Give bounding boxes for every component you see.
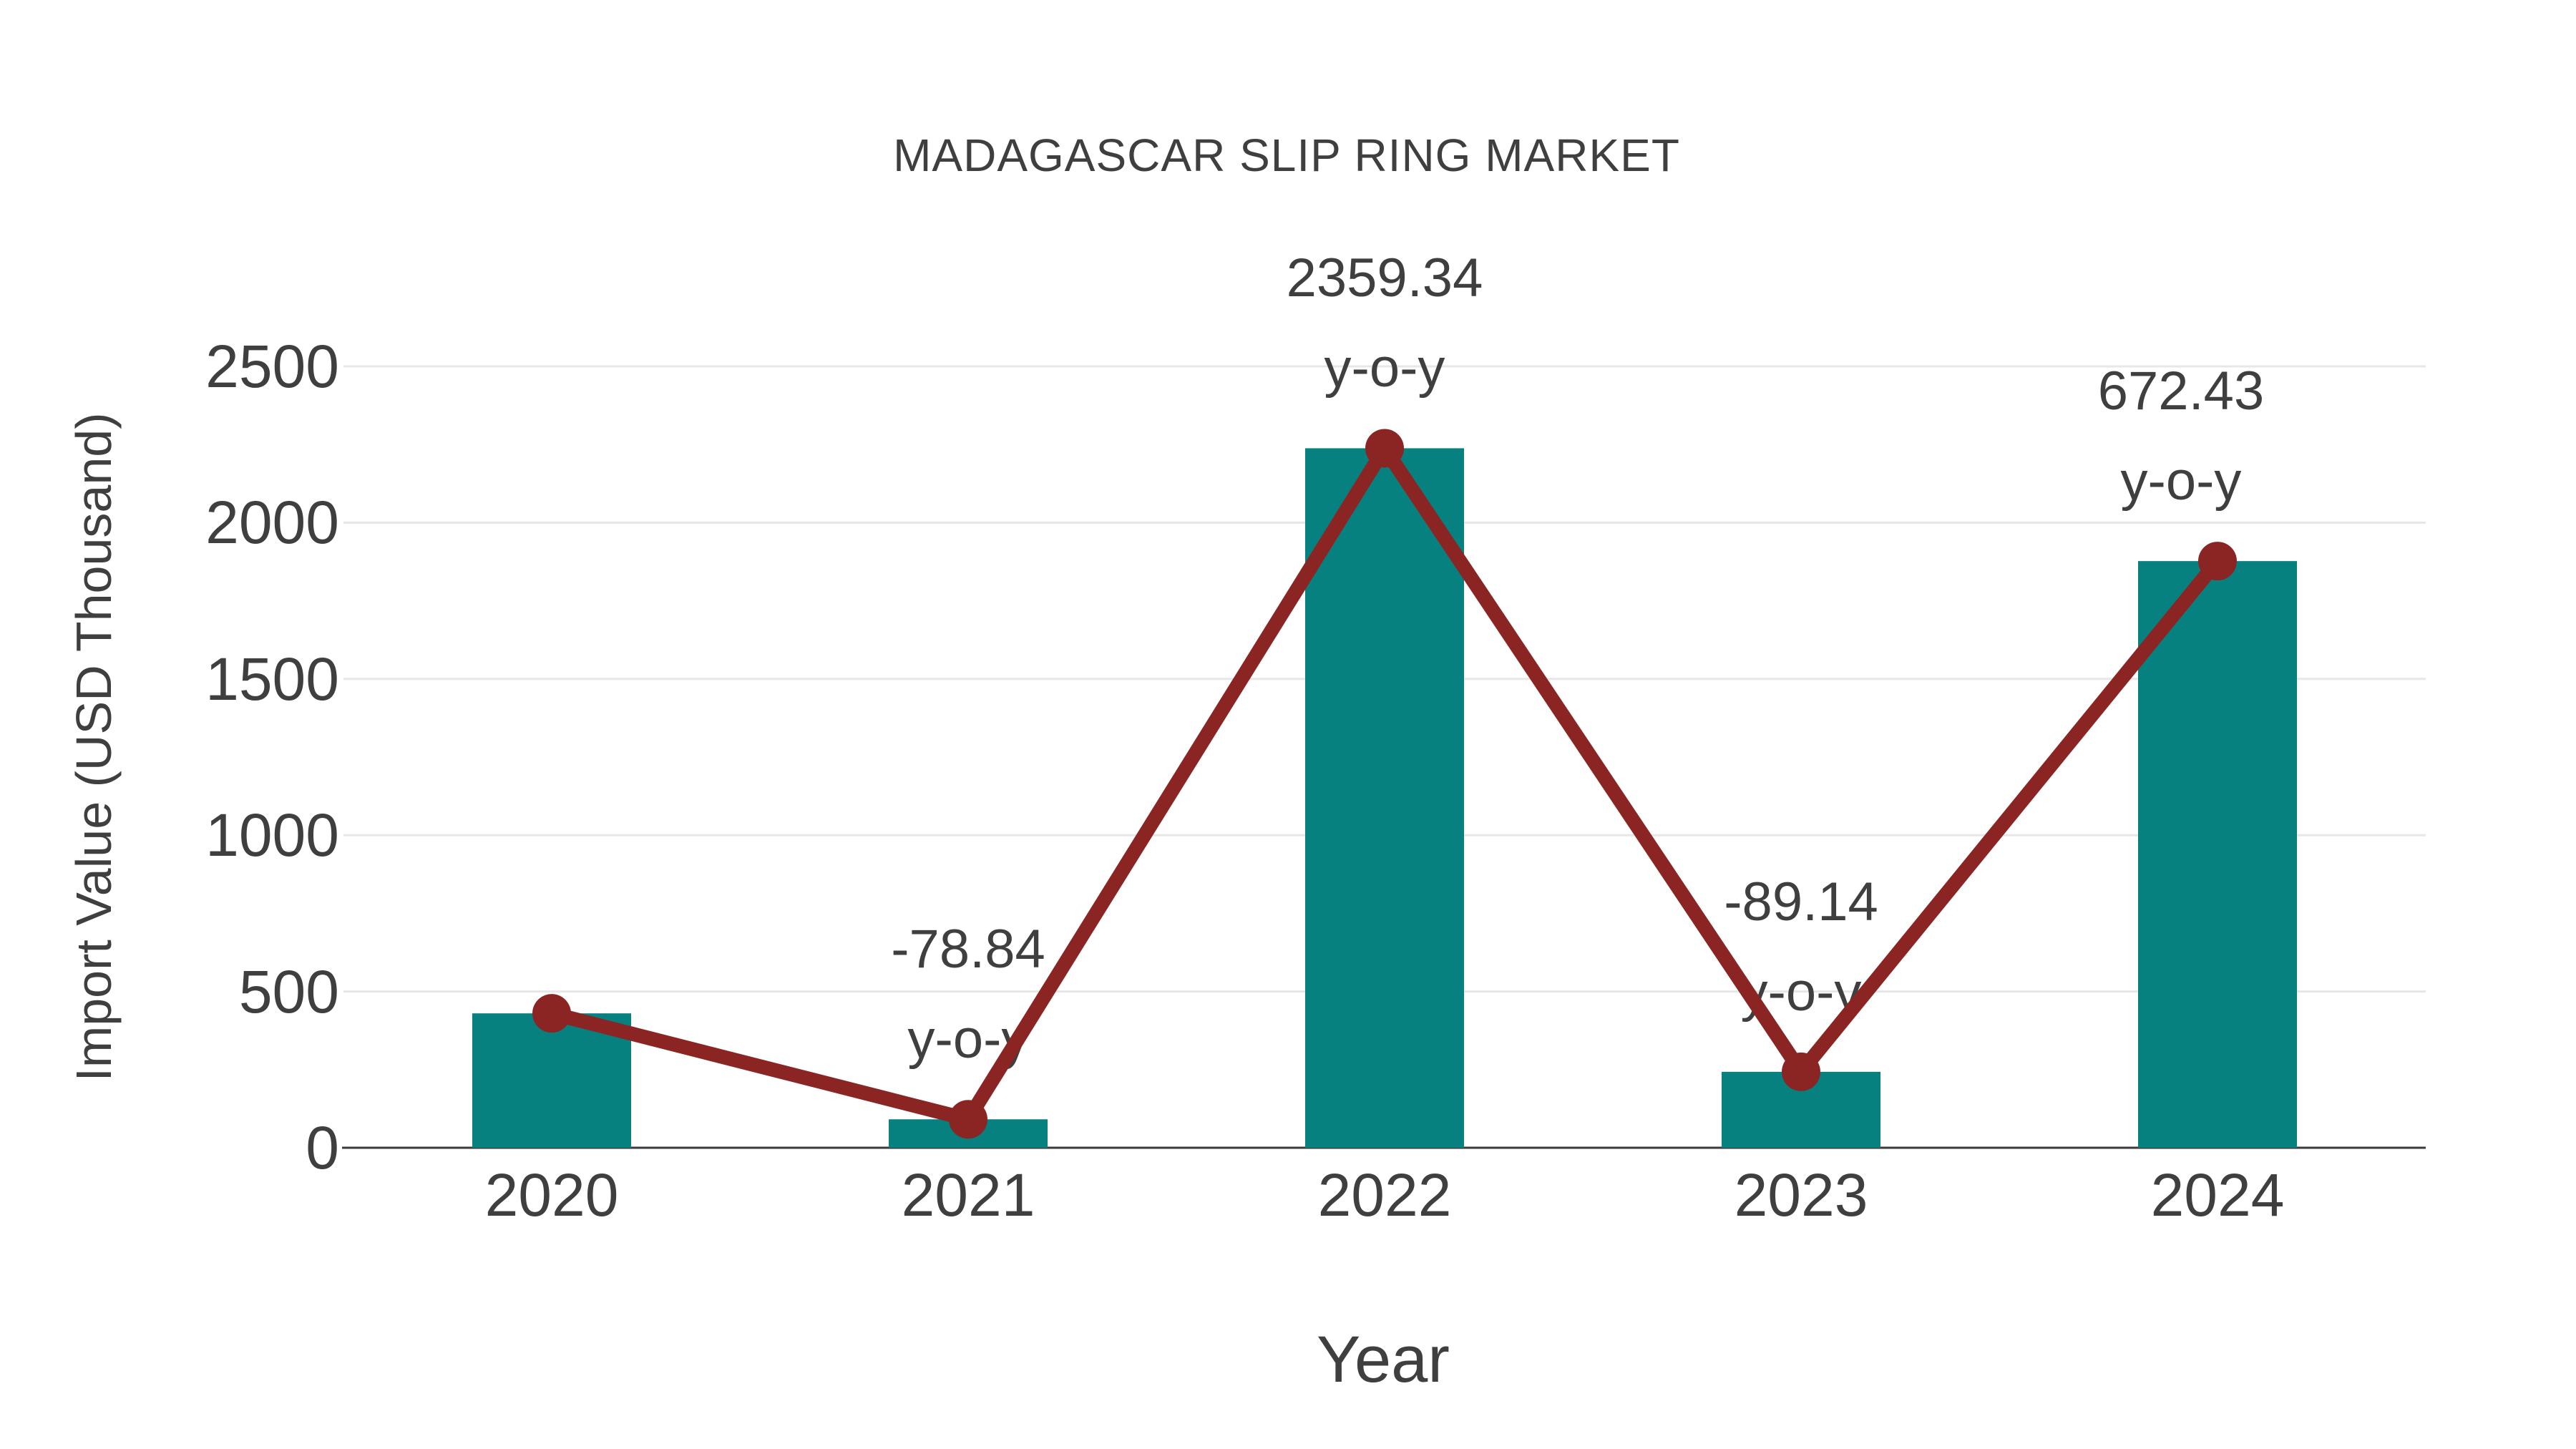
x-tick-label-2022: 2022 — [1317, 1161, 1452, 1229]
x-tick-label-2023: 2023 — [1734, 1161, 1868, 1229]
annotation-2021-line1: -78.84 — [891, 919, 1045, 980]
y-tick-label-1500: 1500 — [205, 645, 339, 713]
annotation-2022-line2: y-o-y — [1324, 338, 1445, 399]
y-tick-label-2500: 2500 — [205, 333, 339, 400]
annotation-2023-line2: y-o-y — [1740, 961, 1862, 1023]
annotation-2024-line1: 672.43 — [2097, 361, 2265, 422]
y-tick-label-1000: 1000 — [205, 801, 339, 869]
annotation-2021-line2: y-o-y — [907, 1009, 1029, 1070]
y-tick-label-500: 500 — [238, 957, 339, 1025]
annotation-2022: 2359.34 y-o-y — [1134, 233, 1635, 414]
y-tick-label-0: 0 — [306, 1114, 339, 1181]
annotation-2023-line1: -89.14 — [1724, 871, 1878, 932]
annotation-2024: 672.43 y-o-y — [1931, 346, 2431, 527]
x-tick-label-2020: 2020 — [484, 1161, 619, 1229]
annotation-2023: -89.14 y-o-y — [1551, 857, 2051, 1038]
annotation-2024-line2: y-o-y — [2120, 451, 2242, 512]
annotation-2022-line1: 2359.34 — [1286, 248, 1483, 309]
x-tick-label-2024: 2024 — [2150, 1161, 2285, 1229]
x-axis-title: Year — [1317, 1323, 1450, 1396]
y-tick-label-2000: 2000 — [205, 489, 339, 557]
x-tick-label-2021: 2021 — [901, 1161, 1035, 1229]
annotation-2021: -78.84 y-o-y — [718, 904, 1219, 1085]
chart-title: MADAGASCAR SLIP RING MARKET — [893, 130, 1680, 181]
